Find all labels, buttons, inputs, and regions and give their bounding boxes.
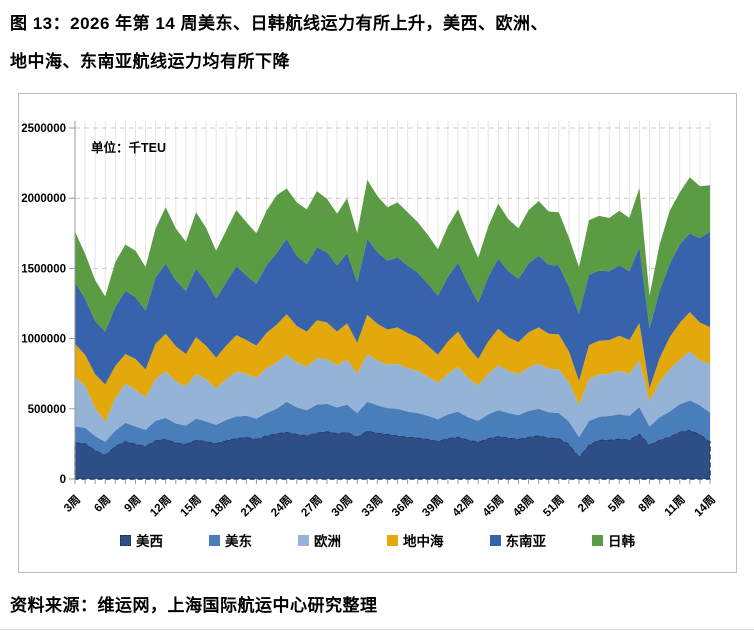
y-axis-tick-label: 2000000 [21, 193, 66, 205]
x-axis-tick-label: 6周 [91, 492, 114, 515]
legend-swatch-us-west [120, 534, 131, 546]
x-axis-tick-label: 27周 [298, 492, 325, 519]
figure-title: 图 13：2026 年第 14 周美东、日韩航线运力有所上升，美西、欧洲、 地中… [10, 5, 548, 81]
area-series-us-east [75, 400, 710, 457]
stacked-area-chart: 0 500000 1000000 1500000 2000000 2500000 3周 6周 9… [21, 121, 718, 519]
legend-label: 美西 [136, 534, 163, 549]
x-axis-tick-label: 15周 [177, 492, 204, 519]
legend-item-mediterranean: 地中海 [387, 530, 444, 550]
x-axis-tick-label: 24周 [268, 492, 295, 519]
legend-item-us-east: 美东 [209, 530, 252, 550]
x-axis-tick-label: 12周 [147, 492, 174, 519]
y-axis-tick-label: 1000000 [21, 334, 66, 346]
x-axis-tick-label: 8周 [635, 492, 658, 515]
y-axis-tick-label: 1500000 [21, 263, 66, 275]
legend-item-europe: 欧洲 [298, 530, 341, 550]
legend: 美西 美东 欧洲 地中海 东南亚 日韩 [19, 530, 736, 550]
unit-label: 单位：千TEU [91, 140, 166, 155]
x-axis-tick-label: 45周 [479, 492, 506, 519]
x-axis-tick-label: 30周 [328, 492, 355, 519]
y-axis-tick-label: 2500000 [21, 123, 66, 135]
legend-swatch-us-east [209, 534, 220, 546]
x-axis-tick-label: 48周 [510, 492, 537, 519]
chart-panel: 0 500000 1000000 1500000 2000000 2500000 3周 6周 9… [18, 93, 737, 573]
legend-item-us-west: 美西 [120, 530, 163, 550]
x-axis-tick-label: 51周 [540, 492, 567, 519]
figure-title-line1: 图 13：2026 年第 14 周美东、日韩航线运力有所上升，美西、欧洲、 [10, 14, 549, 33]
legend-label: 美东 [225, 534, 252, 549]
source-note: 资料来源：维运网，上海国际航运中心研究整理 [10, 596, 378, 615]
x-axis-tick-label: 5周 [605, 492, 628, 515]
x-axis-tick-label: 14周 [691, 492, 718, 519]
x-axis-tick-label: 39周 [419, 492, 446, 519]
area-series-southeast-asia [75, 231, 710, 389]
legend-item-japan-korea: 日韩 [592, 530, 635, 550]
bottom-divider [0, 629, 754, 630]
legend-swatch-japan-korea [592, 534, 603, 546]
x-axis-tick-label: 3周 [61, 492, 84, 515]
legend-label: 东南亚 [505, 534, 547, 549]
area-series-europe [75, 351, 710, 442]
x-axis-tick-label: 18周 [207, 492, 234, 519]
x-axis-tick-label: 36周 [389, 492, 416, 519]
x-axis-tick-label: 2周 [575, 492, 598, 515]
x-axis-tick-label: 42周 [449, 492, 476, 519]
legend-swatch-mediterranean [387, 534, 398, 546]
y-axis-tick-label: 0 [60, 474, 66, 486]
y-axis-tick-label: 500000 [28, 404, 66, 416]
x-axis-tick-label: 9周 [121, 492, 144, 515]
legend-swatch-europe [298, 534, 309, 546]
x-axis-tick-label: 33周 [358, 492, 385, 519]
area-series-japan-korea [75, 177, 710, 332]
x-axis-tick-label: 21周 [237, 492, 264, 519]
legend-label: 欧洲 [314, 534, 341, 549]
area-series-mediterranean [75, 312, 710, 422]
figure-title-line2: 地中海、东南亚航线运力均有所下降 [10, 52, 290, 71]
legend-label: 日韩 [608, 534, 635, 549]
legend-label: 地中海 [403, 534, 444, 549]
x-axis-tick-label: 11周 [661, 492, 688, 519]
legend-item-southeast-asia: 东南亚 [489, 530, 547, 550]
legend-swatch-southeast-asia [489, 534, 501, 546]
